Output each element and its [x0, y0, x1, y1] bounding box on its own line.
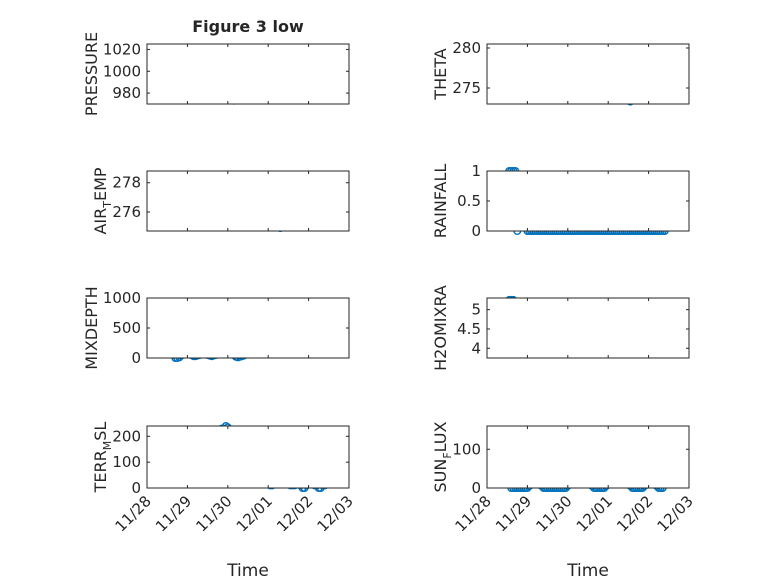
axes-frame	[146, 297, 350, 359]
subplot-rainfall: 0 0.5 1 RAINFALL	[431, 162, 690, 240]
y-tick-label: 4	[471, 339, 481, 357]
y-tick-label: 0.5	[457, 192, 481, 210]
x-tick-label: 12/03	[314, 492, 357, 535]
x-tick-label: 11/30	[532, 492, 575, 535]
y-tick-label: 280	[452, 39, 481, 57]
y-tick-label: 275	[452, 79, 481, 97]
axes-frame	[486, 297, 690, 359]
x-tick-label: 11/28	[112, 492, 155, 535]
y-tick-label: 5	[471, 301, 481, 319]
x-tick-label: 12/02	[613, 492, 656, 535]
y-axis-label: SUNFLUX	[431, 421, 454, 492]
axes-frame	[486, 425, 690, 489]
x-tick-label: 11/28	[452, 492, 495, 535]
axes-frame	[146, 170, 350, 232]
x-axis-label: Time	[566, 561, 609, 581]
y-tick-label: 1000	[103, 62, 141, 80]
x-tick-label: 12/02	[273, 492, 316, 535]
y-tick-label: 1	[471, 162, 481, 180]
axes-frame	[486, 170, 690, 232]
y-axis-label: RAINFALL	[431, 164, 450, 239]
y-tick-label: 100	[112, 453, 141, 471]
y-tick-label: 0	[131, 479, 141, 497]
x-tick-label: 12/01	[233, 492, 276, 535]
x-axis-label: Time	[226, 561, 269, 581]
y-axis-label: PRESSURE	[82, 32, 101, 116]
y-tick-label: 100	[452, 440, 481, 458]
y-tick-label: 0	[131, 349, 141, 367]
y-axis-label: TERRMSL	[91, 422, 114, 494]
x-tick-label: 12/03	[654, 492, 697, 535]
y-axis-label: MIXDEPTH	[82, 286, 101, 369]
y-tick-label: 1000	[103, 289, 141, 307]
chart-title: Figure 3 low	[192, 17, 304, 36]
subplot-h2omixra: 44.55 H2OMIXRA	[431, 285, 690, 371]
x-tick-label: 11/30	[192, 492, 235, 535]
x-tick-label: 12/01	[573, 492, 616, 535]
y-tick-label: 0	[471, 479, 481, 497]
x-tick-label: 11/29	[492, 492, 535, 535]
y-tick-label: 200	[112, 427, 141, 445]
y-tick-label: 278	[112, 174, 141, 192]
axes-frame	[146, 425, 350, 489]
y-tick-label: 4.5	[457, 320, 481, 338]
y-tick-label: 276	[112, 203, 141, 221]
y-tick-label: 1020	[103, 40, 141, 58]
y-tick-label: 0	[471, 222, 481, 240]
axes-frame	[486, 43, 690, 105]
x-tick-label: 11/29	[152, 492, 195, 535]
y-tick-label: 980	[112, 84, 141, 102]
axes-frame	[146, 43, 350, 105]
y-axis-label: THETA	[431, 48, 450, 100]
y-axis-label: H2OMIXRA	[431, 285, 450, 371]
y-axis-label: AIRTEMP	[91, 167, 114, 234]
y-tick-label: 500	[112, 319, 141, 337]
